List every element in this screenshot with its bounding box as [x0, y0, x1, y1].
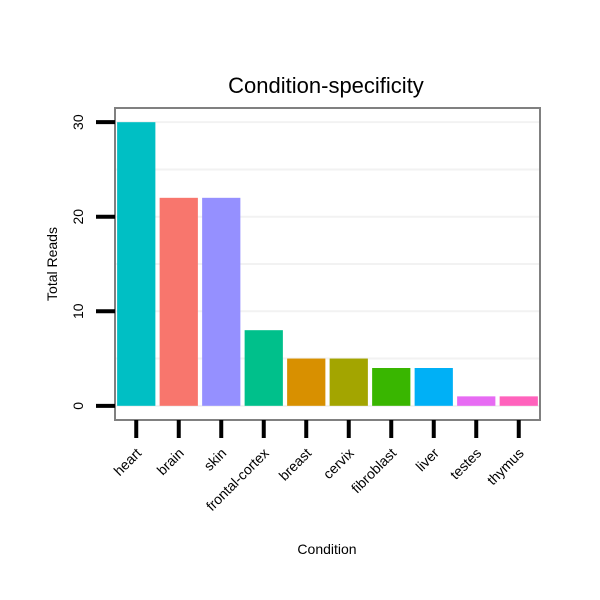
bar-liver [414, 368, 453, 406]
bar-thymus [499, 396, 538, 406]
x-tick-label-liver: liver [412, 445, 442, 475]
x-tick-label-thymus: thymus [484, 445, 527, 488]
y-axis-title: Total Reads [44, 227, 60, 301]
y-tick-label: 0 [70, 402, 86, 410]
x-tick-label-testes: testes [447, 445, 485, 483]
bar-breast [287, 358, 326, 406]
bar-brain [159, 197, 198, 406]
bar-testes [457, 396, 496, 406]
bar-heart [117, 122, 156, 406]
x-tick-label-brain: brain [154, 445, 187, 478]
y-tick-label: 30 [70, 114, 86, 130]
chart-title: Condition-specificity [228, 73, 424, 98]
x-axis-title: Condition [297, 541, 356, 557]
y-tick-label: 10 [70, 303, 86, 319]
y-axis: 0 10 20 30 [70, 114, 115, 410]
bars [117, 122, 538, 406]
x-tick-label-heart: heart [110, 445, 144, 479]
x-tick-label-skin: skin [200, 445, 229, 474]
bar-frontal-cortex [244, 330, 283, 406]
x-tick-label-breast: breast [276, 445, 315, 484]
y-tick-label: 20 [70, 209, 86, 225]
bar-fibroblast [372, 368, 411, 406]
plot-frame [114, 107, 541, 421]
x-tick-label-fibroblast: fibroblast [348, 445, 400, 497]
bar-skin [202, 197, 241, 406]
x-tick-label-cervix: cervix [320, 445, 357, 482]
bar-cervix [329, 358, 368, 406]
